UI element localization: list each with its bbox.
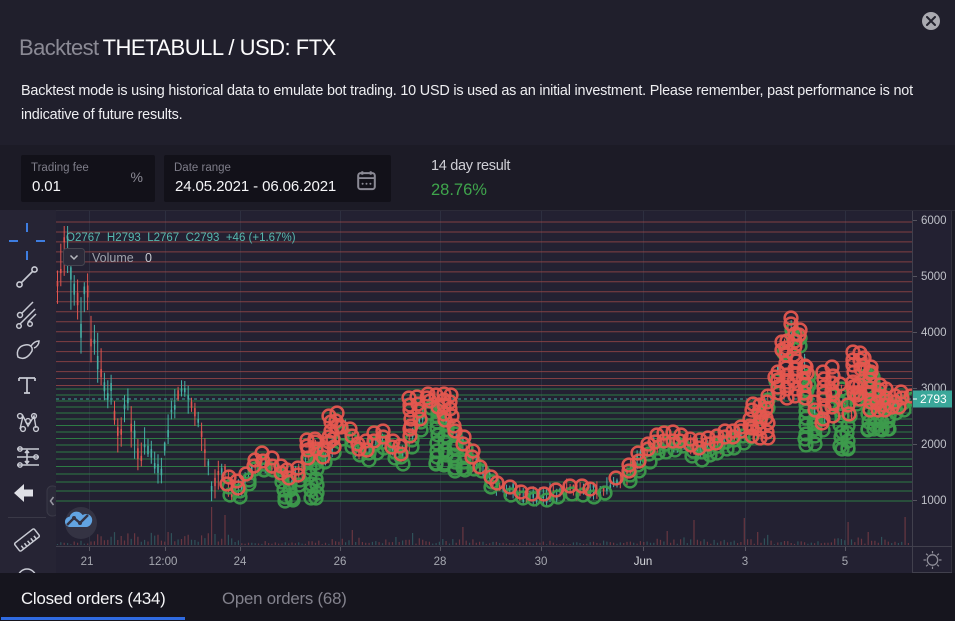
svg-text:O2767 H2793 L2767 C2793 +4: O2767 H2793 L2767 C2793 +46 (+1.67%) — [66, 232, 296, 244]
svg-text:2000: 2000 — [921, 439, 947, 451]
svg-text:24: 24 — [234, 556, 247, 568]
svg-text:1000: 1000 — [921, 495, 947, 507]
svg-text:5: 5 — [842, 556, 848, 568]
svg-text:26: 26 — [334, 556, 347, 568]
svg-text:5000: 5000 — [921, 271, 947, 283]
svg-text:4000: 4000 — [921, 327, 947, 339]
svg-text:6000: 6000 — [921, 215, 947, 227]
svg-text:Volume: Volume — [92, 251, 134, 265]
svg-text:3: 3 — [742, 556, 748, 568]
svg-text:Jun: Jun — [634, 556, 653, 568]
svg-text:2793: 2793 — [920, 392, 947, 406]
svg-text:21: 21 — [81, 556, 94, 568]
svg-text:0: 0 — [145, 251, 152, 265]
svg-text:12:00: 12:00 — [149, 556, 178, 568]
svg-text:28: 28 — [434, 556, 447, 568]
svg-text:30: 30 — [535, 556, 548, 568]
